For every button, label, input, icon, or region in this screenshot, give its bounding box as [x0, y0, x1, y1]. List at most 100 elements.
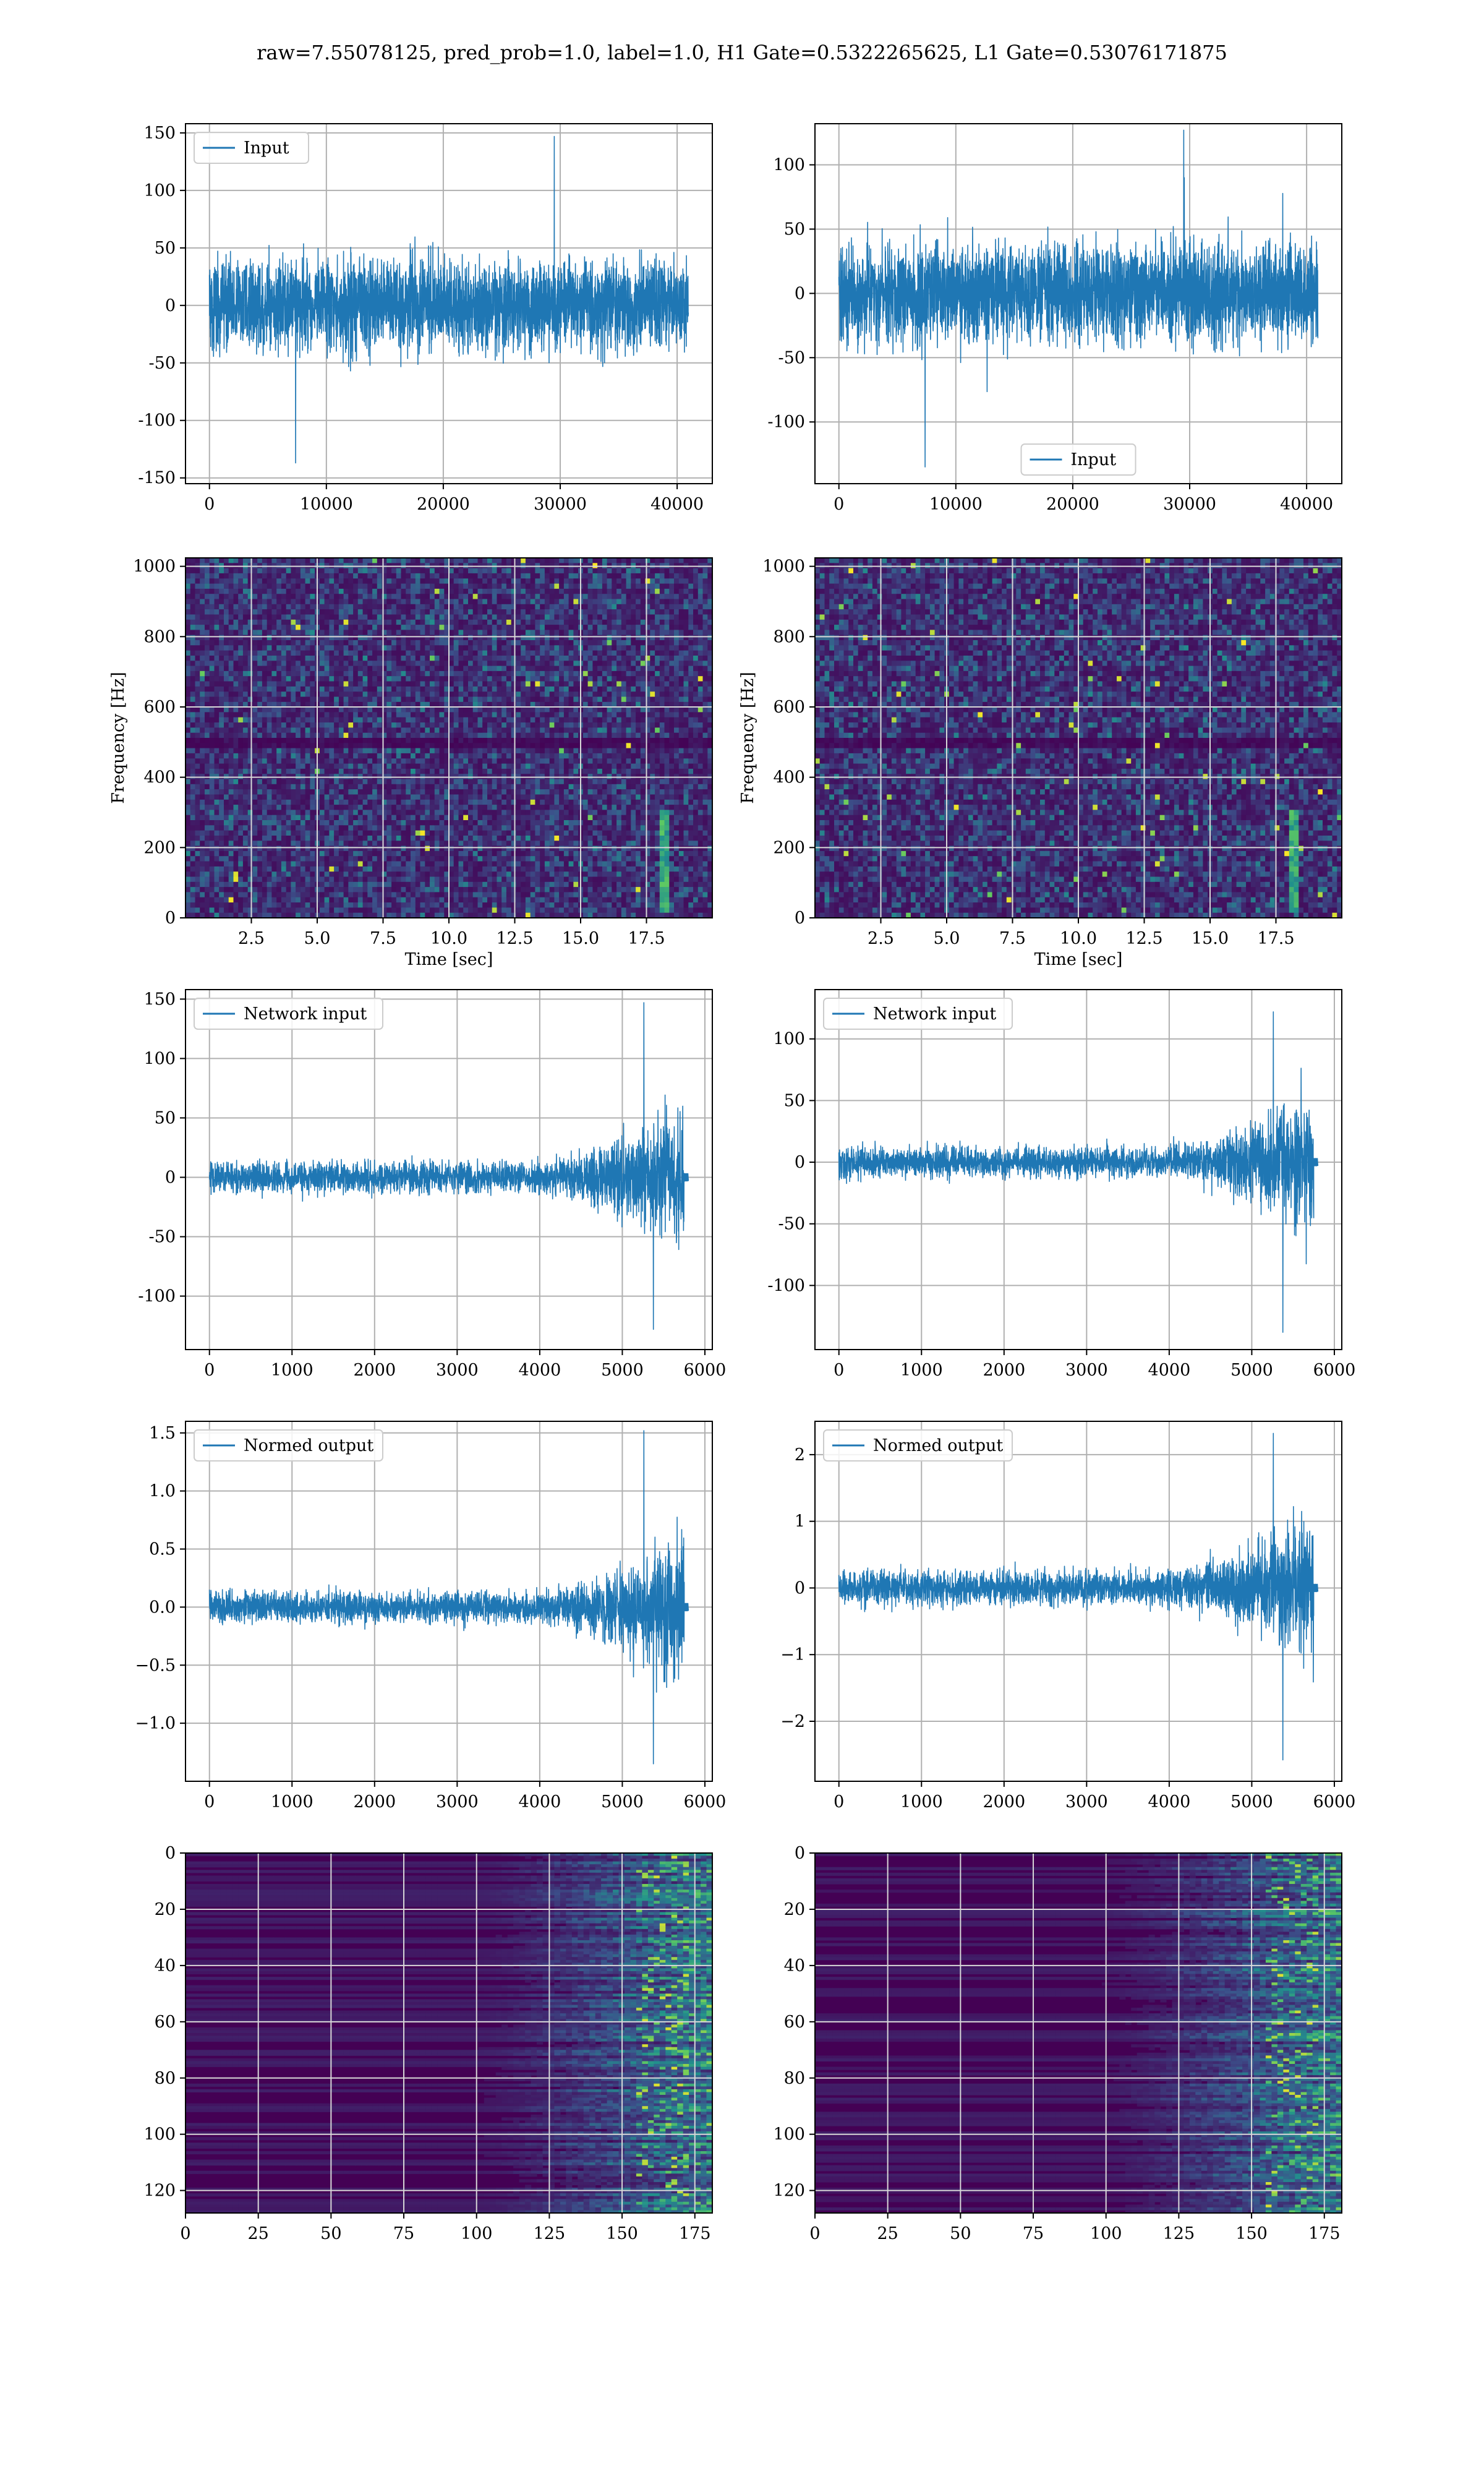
- x-tick-label: 10000: [300, 495, 353, 514]
- x-tick-label: 2000: [353, 1792, 396, 1812]
- y-tick-label: −2: [780, 1712, 805, 1731]
- y-tick-label: 200: [773, 838, 805, 857]
- x-tick-label: 2000: [983, 1361, 1025, 1380]
- y-tick-label: 0: [795, 1153, 805, 1172]
- y-tick-label: 100: [143, 181, 176, 200]
- x-tick-label: 1000: [900, 1792, 943, 1812]
- y-tick-label: -150: [138, 469, 176, 488]
- legend-label: Normed output: [244, 1436, 373, 1455]
- x-tick-label: 6000: [1313, 1792, 1356, 1812]
- x-tick-label: 15.0: [562, 929, 599, 948]
- y-tick-label: -100: [138, 411, 176, 430]
- y-tick-label: 120: [773, 2181, 805, 2201]
- axes-h1-input: 0 10000 20000 30000 40000-150-100-5005010015…: [138, 124, 712, 514]
- x-tick-label: 50: [320, 2224, 341, 2243]
- y-tick-label: 100: [773, 2125, 805, 2144]
- x-tick-label: 50: [950, 2224, 971, 2243]
- x-tick-label: 6000: [684, 1361, 727, 1380]
- y-tick-label: -50: [778, 1215, 805, 1234]
- y-tick-label: −1: [780, 1645, 805, 1664]
- legend: Normed output: [824, 1430, 1012, 1461]
- x-tick-label: 25: [877, 2224, 898, 2243]
- y-tick-label: 100: [773, 156, 805, 175]
- y-axis-label: Frequency [Hz]: [738, 672, 757, 803]
- x-tick-label: 17.5: [1257, 929, 1294, 948]
- legend: Input: [1021, 444, 1136, 475]
- y-tick-label: 1: [795, 1512, 805, 1531]
- x-tick-label: 75: [1023, 2224, 1044, 2243]
- y-tick-label: 0: [165, 1168, 176, 1187]
- series-line: [210, 1431, 689, 1764]
- legend: Normed output: [194, 1430, 383, 1461]
- x-tick-label: 5.0: [934, 929, 960, 948]
- x-tick-label: 10000: [929, 495, 983, 514]
- x-tick-label: 100: [461, 2224, 493, 2243]
- y-tick-label: 0: [795, 909, 805, 928]
- y-tick-label: −0.5: [135, 1656, 176, 1675]
- y-tick-label: 0.5: [149, 1540, 176, 1559]
- y-tick-label: −1.0: [135, 1714, 176, 1733]
- x-tick-label: 12.5: [1125, 929, 1162, 948]
- x-tick-label: 30000: [534, 495, 587, 514]
- x-tick-label: 17.5: [628, 929, 665, 948]
- x-tick-label: 0: [204, 495, 215, 514]
- y-tick-label: 50: [784, 1091, 805, 1110]
- y-tick-label: -50: [149, 1228, 176, 1247]
- y-tick-label: 800: [143, 627, 176, 646]
- x-axis-label: Time [sec]: [405, 950, 493, 969]
- y-tick-label: -50: [778, 348, 805, 367]
- x-tick-label: 3000: [1065, 1361, 1108, 1380]
- x-tick-label: 0: [834, 1792, 844, 1812]
- x-tick-label: 0: [180, 2224, 190, 2243]
- feature-map-image: [186, 1853, 713, 2214]
- y-tick-label: 0: [165, 909, 176, 928]
- y-tick-label: -100: [767, 413, 805, 432]
- y-tick-label: 0: [795, 1844, 805, 1863]
- x-tick-label: 0: [204, 1792, 215, 1812]
- legend-label: Normed output: [873, 1436, 1003, 1455]
- y-tick-label: 0: [795, 1578, 805, 1598]
- y-tick-label: 1.0: [149, 1482, 176, 1501]
- series-line: [839, 130, 1318, 467]
- legend-label: Input: [244, 139, 289, 158]
- x-tick-label: 3000: [436, 1792, 479, 1812]
- y-tick-label: 40: [155, 1956, 176, 1975]
- y-tick-label: 800: [773, 627, 805, 646]
- x-tick-label: 5000: [601, 1361, 644, 1380]
- x-tick-label: 20000: [1046, 495, 1099, 514]
- y-tick-label: 80: [155, 2069, 176, 2088]
- x-tick-label: 150: [1235, 2224, 1268, 2243]
- y-tick-label: 0.0: [149, 1598, 176, 1617]
- series-line: [839, 1433, 1318, 1760]
- x-tick-label: 3000: [1065, 1792, 1108, 1812]
- x-tick-label: 20000: [417, 495, 470, 514]
- axes-h1-spectrogram: 2.5 5.0 7.5 10.0 12.5 15.0 17.5020040060080010…: [109, 557, 713, 969]
- y-tick-label: 200: [143, 838, 176, 857]
- y-tick-label: 50: [784, 220, 805, 239]
- series-line: [210, 137, 689, 463]
- x-tick-label: 125: [1163, 2224, 1195, 2243]
- x-tick-label: 4000: [519, 1361, 561, 1380]
- series-line: [210, 1003, 689, 1329]
- x-tick-label: 1000: [900, 1361, 943, 1380]
- x-tick-label: 175: [679, 2224, 711, 2243]
- legend: Network input: [194, 998, 383, 1029]
- y-tick-label: 2: [795, 1445, 805, 1465]
- y-tick-label: 0: [165, 1844, 176, 1863]
- x-tick-label: 5000: [601, 1792, 644, 1812]
- x-tick-label: 5000: [1230, 1361, 1273, 1380]
- y-tick-label: 60: [784, 2013, 805, 2032]
- x-tick-label: 7.5: [999, 929, 1026, 948]
- y-tick-label: -100: [767, 1276, 805, 1295]
- x-axis-label: Time [sec]: [1034, 950, 1123, 969]
- legend-label: Network input: [244, 1004, 367, 1024]
- x-tick-label: 2.5: [238, 929, 265, 948]
- x-tick-label: 6000: [684, 1792, 727, 1812]
- legend-label: Input: [1071, 450, 1117, 469]
- y-tick-label: 120: [143, 2181, 176, 2201]
- x-tick-label: 0: [834, 1361, 844, 1380]
